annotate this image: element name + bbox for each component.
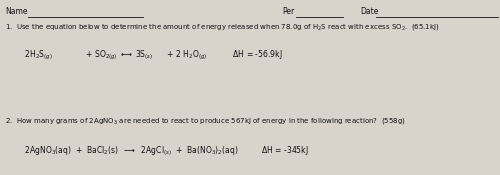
- Text: Name: Name: [5, 7, 28, 16]
- Text: Per: Per: [282, 7, 295, 16]
- Text: 1.  Use the equation below to determine the amount of energy released when 78.0g: 1. Use the equation below to determine t…: [5, 22, 440, 32]
- Text: 2AgNO$_3$(aq)  +  BaCl$_2$(s)  $\longrightarrow$  2AgCl$_{(s)}$  +  Ba(NO$_3$)$_: 2AgNO$_3$(aq) + BaCl$_2$(s) $\longrighta…: [5, 144, 308, 158]
- Text: 2H$_2$S$_{(g)}$              + SO$_{2(g)}$ $\longleftrightarrow$ 3S$_{(s)}$     : 2H$_2$S$_{(g)}$ + SO$_{2(g)}$ $\longleft…: [5, 49, 282, 62]
- Text: 2.  How many grams of 2AgNO$_3$ are needed to react to produce 567kJ of energy i: 2. How many grams of 2AgNO$_3$ are neede…: [5, 116, 406, 125]
- Text: Date: Date: [360, 7, 378, 16]
